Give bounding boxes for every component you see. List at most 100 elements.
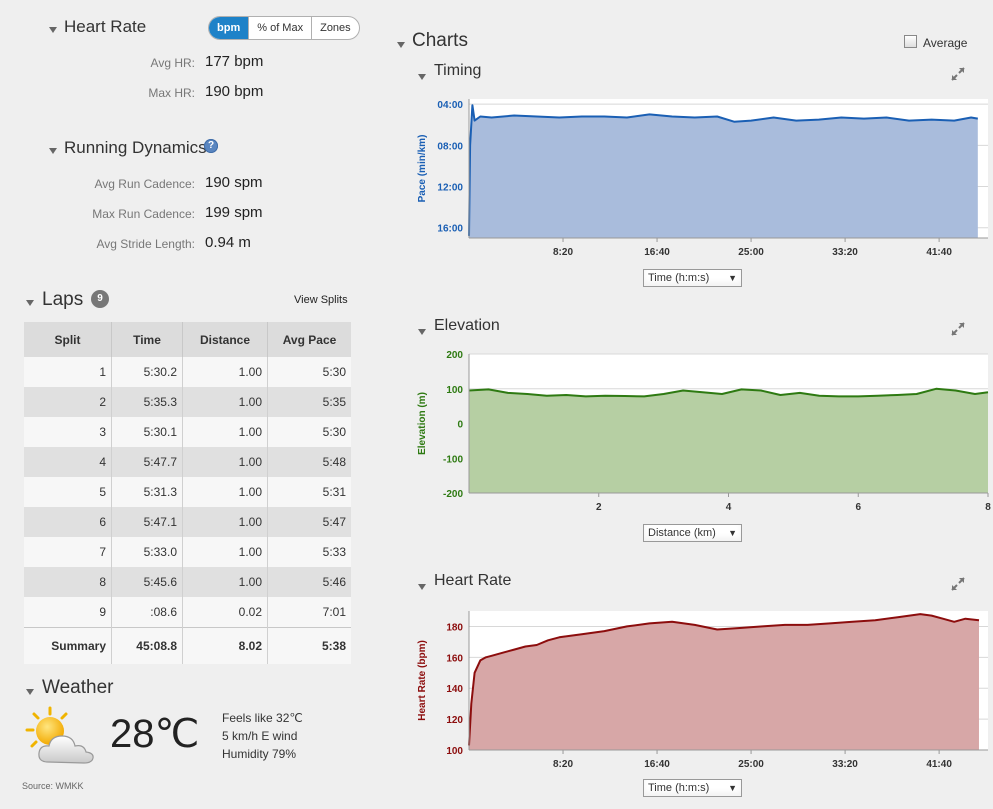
toggle-zones[interactable]: Zones [311, 17, 359, 39]
cell-time: 5:47.7 [111, 447, 183, 477]
cell-avg-pace: 5:31 [267, 477, 351, 507]
cell-distance: 1.00 [182, 567, 268, 597]
elevation-chart[interactable]: 200 100 0 -100 -200 2 4 6 8 Elevation (m) [405, 347, 993, 522]
toggle-bpm[interactable]: bpm [209, 17, 249, 39]
average-checkbox[interactable] [904, 35, 917, 48]
x-tick-label: 33:20 [832, 247, 858, 258]
cell-avg-pace: 5:30 [267, 357, 351, 387]
table-row: 2 5:35.3 1.00 5:35 [24, 387, 351, 417]
charts-collapse-icon[interactable] [397, 36, 405, 54]
cell-time: 5:30.2 [111, 357, 183, 387]
chevron-down-icon: ▼ [728, 783, 737, 793]
x-tick-label: 16:40 [644, 247, 670, 258]
expand-icon[interactable] [950, 321, 966, 342]
col-distance[interactable]: Distance [182, 322, 268, 357]
y-tick-label: 120 [446, 715, 463, 726]
laps-header-row: Split Time Distance Avg Pace [24, 322, 351, 357]
cell-split: 4 [24, 447, 112, 477]
help-icon[interactable]: ? [204, 139, 218, 153]
expand-icon[interactable] [950, 66, 966, 87]
cell-split: 8 [24, 567, 112, 597]
cell-split: 6 [24, 507, 112, 537]
laps-collapse-icon[interactable] [26, 294, 34, 312]
chevron-down-icon: ▼ [728, 528, 737, 538]
cell-summary-label: Summary [24, 627, 112, 664]
elevation-axis-select[interactable]: Distance (km) ▼ [643, 524, 742, 542]
series-line [468, 104, 978, 236]
summary-row: Summary 45:08.8 8.02 5:38 [24, 627, 351, 664]
elevation-axis-select-value: Distance (km) [648, 527, 716, 539]
avg-hr-label: Avg HR: [150, 56, 195, 70]
cell-split: 5 [24, 477, 112, 507]
weather-collapse-icon[interactable] [26, 683, 34, 701]
cell-time: 5:33.0 [111, 537, 183, 567]
y-tick-label: 12:00 [437, 183, 463, 194]
x-tick-label: 8:20 [553, 247, 573, 258]
cell-avg-pace: 5:48 [267, 447, 351, 477]
avg-hr-value: 177 bpm [205, 53, 264, 70]
y-tick-label: 160 [446, 653, 463, 664]
timing-axis-select[interactable]: Time (h:m:s) ▼ [643, 269, 742, 287]
col-split[interactable]: Split [24, 322, 112, 357]
chevron-down-icon: ▼ [728, 273, 737, 283]
x-tick-label: 33:20 [832, 759, 858, 770]
table-row: 8 5:45.6 1.00 5:46 [24, 567, 351, 597]
cell-avg-pace: 7:01 [267, 597, 351, 628]
y-tick-label: 04:00 [437, 100, 463, 111]
elevation-collapse-icon[interactable] [418, 323, 426, 341]
series-line [468, 387, 989, 398]
cell-distance: 1.00 [182, 357, 268, 387]
cell-distance: 1.00 [182, 537, 268, 567]
toggle-percent-max[interactable]: % of Max [248, 17, 311, 39]
hr-axis-select[interactable]: Time (h:m:s) ▼ [643, 779, 742, 797]
cell-time: 5:45.6 [111, 567, 183, 597]
y-tick-label: 200 [446, 350, 463, 361]
cell-distance: 1.00 [182, 507, 268, 537]
y-tick-label: 0 [457, 420, 463, 431]
expand-icon[interactable] [950, 576, 966, 597]
timing-title: Timing [434, 62, 482, 79]
x-tick-label: 6 [855, 502, 861, 513]
timing-chart[interactable]: 04:00 08:00 12:00 16:00 8:20 16:40 25:00 33:20 4… [405, 92, 993, 267]
weather-feels-like: Feels like 32℃ [222, 711, 303, 725]
cell-split: 9 [24, 597, 112, 628]
x-tick-label: 8:20 [553, 759, 573, 770]
cell-time: 5:30.1 [111, 417, 183, 447]
view-splits-link[interactable]: View Splits [294, 294, 348, 306]
y-tick-label: -200 [443, 489, 463, 500]
series-area [469, 105, 978, 238]
col-time[interactable]: Time [111, 322, 183, 357]
laps-count-badge: 9 [91, 290, 109, 308]
cell-time: :08.6 [111, 597, 183, 628]
y-tick-label: 140 [446, 684, 463, 695]
max-hr-value: 190 bpm [205, 83, 264, 100]
y-tick-label: 100 [446, 746, 463, 757]
cell-time: 5:31.3 [111, 477, 183, 507]
cell-split: 3 [24, 417, 112, 447]
hr-chart-collapse-icon[interactable] [418, 578, 426, 596]
cell-distance: 0.02 [182, 597, 268, 628]
timing-axis-select-value: Time (h:m:s) [648, 272, 710, 284]
heart-rate-collapse-icon[interactable] [49, 21, 57, 39]
table-row: 5 5:31.3 1.00 5:31 [24, 477, 351, 507]
heart-rate-chart[interactable]: 100 120 140 160 180 8:20 16:40 25:00 33:20 41:40 H… [405, 604, 993, 779]
weather-wind: 5 km/h E wind [222, 729, 298, 743]
cell-distance: 1.00 [182, 477, 268, 507]
cell-time: 5:47.1 [111, 507, 183, 537]
table-row: 6 5:47.1 1.00 5:47 [24, 507, 351, 537]
x-tick-label: 2 [596, 502, 602, 513]
y-tick-label: 16:00 [437, 224, 463, 235]
avg-stride-length-value: 0.94 m [205, 234, 251, 251]
timing-collapse-icon[interactable] [418, 68, 426, 86]
y-tick-label: 100 [446, 385, 463, 396]
cell-split: 7 [24, 537, 112, 567]
cell-summary-distance: 8.02 [182, 627, 268, 664]
y-tick-label: -100 [443, 454, 463, 465]
hr-chart-title: Heart Rate [434, 572, 512, 589]
y-tick-label: 180 [446, 622, 463, 633]
col-avg-pace[interactable]: Avg Pace [267, 322, 351, 357]
cell-avg-pace: 5:33 [267, 537, 351, 567]
running-dynamics-collapse-icon[interactable] [49, 142, 57, 160]
average-label: Average [923, 36, 968, 50]
series-line [468, 613, 980, 746]
